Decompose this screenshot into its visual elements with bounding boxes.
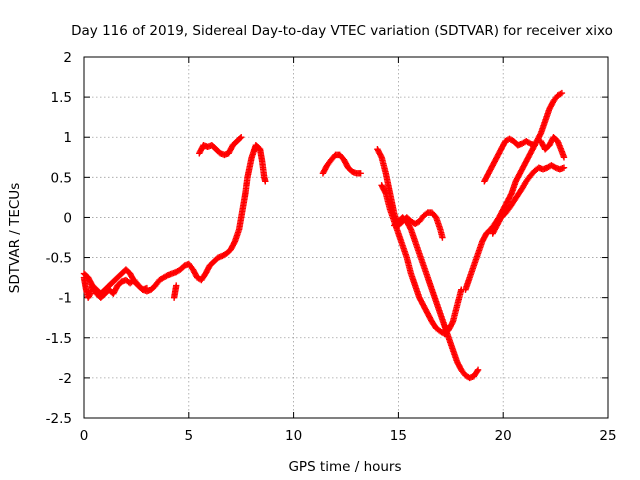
data-point	[474, 367, 481, 375]
y-axis-label: SDTVAR / TECUs	[7, 183, 23, 293]
y-tick-label: 0	[63, 210, 72, 226]
data-point	[143, 284, 151, 292]
data-point	[439, 234, 446, 241]
data-point	[557, 90, 564, 98]
chart-title: Day 116 of 2019, Sidereal Day-to-day VTE…	[71, 23, 613, 39]
y-tick-label: 1	[63, 130, 72, 146]
y-tick-label: 2	[63, 50, 72, 66]
x-axis-label: GPS time / hours	[288, 459, 401, 475]
y-tick-label: -2	[59, 371, 72, 387]
data-point	[236, 135, 244, 142]
y-tick-label: 0.5	[51, 170, 72, 186]
plot-frame	[83, 56, 609, 419]
data-point	[560, 164, 568, 171]
axis-ticks: 0 5 10 15 20 25 -2.5 -2 -1.5 -1 -0.5 0 0.5 1 1.5 2	[46, 50, 617, 444]
data-point	[558, 89, 566, 97]
y-tick-label: -0.5	[46, 251, 72, 267]
x-tick-label: 0	[80, 428, 89, 444]
data-point	[560, 154, 568, 161]
y-tick-label: 1.5	[51, 90, 72, 106]
grid	[84, 57, 608, 418]
x-tick-label: 10	[285, 428, 302, 444]
data-point	[262, 178, 269, 185]
data-point	[173, 282, 180, 289]
y-tick-label: -1.5	[46, 331, 72, 347]
y-tick-label: -1	[59, 291, 72, 307]
x-tick-label: 25	[599, 428, 616, 444]
x-tick-label: 5	[185, 428, 194, 444]
data-point	[531, 142, 538, 149]
x-tick-label: 20	[495, 428, 512, 444]
data-series	[80, 89, 568, 382]
y-tick-label: -2.5	[46, 411, 72, 427]
data-point	[357, 170, 364, 177]
data-point	[474, 366, 482, 374]
data-point	[238, 134, 245, 141]
x-tick-label: 15	[390, 428, 407, 444]
